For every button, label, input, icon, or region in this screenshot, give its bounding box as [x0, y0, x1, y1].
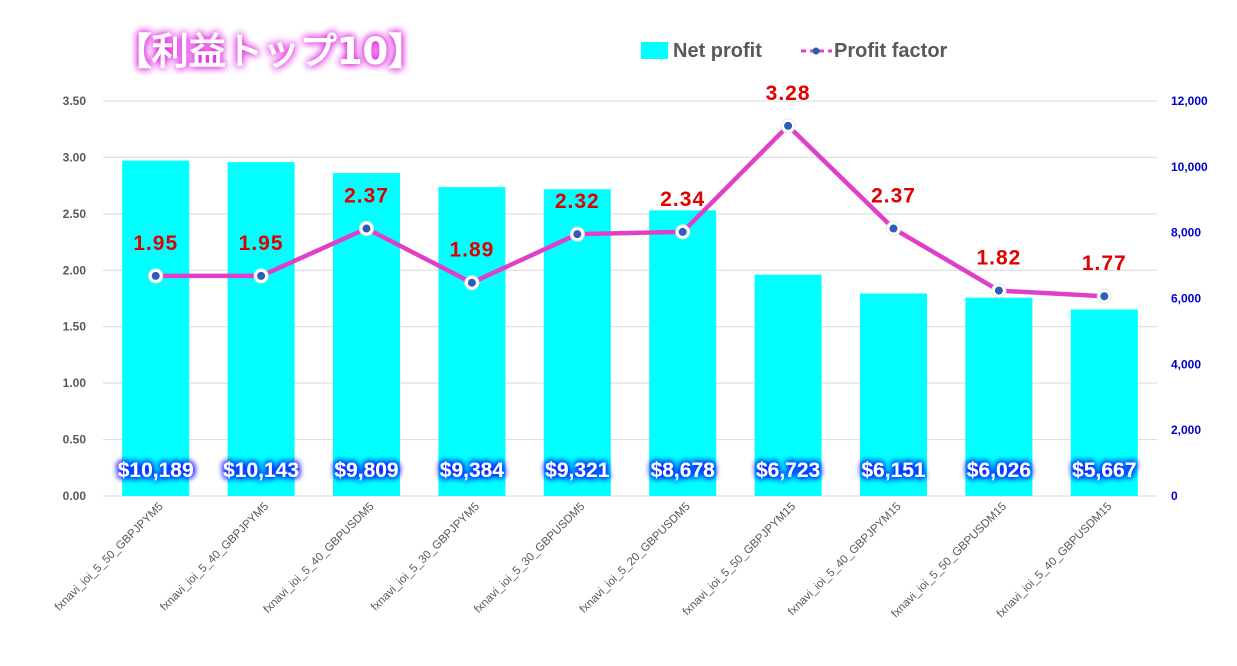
net-profit-label: $9,321 [545, 459, 610, 482]
net-profit-bar [754, 274, 822, 496]
profit-factor-label: 1.89 [449, 239, 494, 262]
left-axis-tick-labels: 0.00 0.50 1.00 1.50 2.00 2.50 3.00 3.50 [63, 94, 87, 503]
profit-factor-marker [569, 226, 585, 242]
net-profit-bar [122, 160, 190, 497]
legend-marker-profit-factor [812, 47, 820, 55]
profit-factor-label: 1.95 [133, 232, 178, 255]
legend: Net profit Profit factor [641, 40, 948, 62]
profit-factor-marker [1096, 288, 1112, 304]
profit-factor-marker [991, 283, 1007, 299]
category-label: fxnavi_ioi_5_40_GBPUSDM15 [995, 501, 1115, 621]
legend-swatch-net-profit [641, 42, 668, 59]
net-profit-label: $6,026 [967, 459, 1031, 482]
net-profit-label: $10,189 [118, 459, 194, 482]
category-label: fxnavi_ioi_5_40_GBPJPYM5 [158, 501, 271, 614]
left-tick-label: 2.50 [63, 207, 87, 221]
marker-dot [889, 224, 898, 233]
marker-dot [257, 271, 266, 280]
net-profit-bar [860, 293, 927, 496]
net-profit-label: $6,723 [756, 459, 820, 482]
net-profit-label: $5,667 [1072, 459, 1136, 482]
profit-factor-label: 2.32 [555, 190, 600, 213]
profit-factor-polyline [155, 123, 1105, 299]
net-profit-bar [438, 187, 506, 497]
category-label: fxnavi_ioi_5_40_GBPUSDM5 [261, 501, 376, 616]
profit-factor-label: 1.95 [239, 232, 284, 255]
profit-factor-label: 2.37 [871, 185, 916, 208]
category-label: fxnavi_ioi_5_20_GBPUSDM5 [578, 501, 693, 616]
profit-factor-marker [253, 268, 269, 284]
category-label: fxnavi_ioi_5_40_GBPJPYM15 [786, 501, 903, 618]
marker-dot [151, 271, 160, 280]
category-tick-labels: fxnavi_ioi_5_50_GBPJPYM5fxnavi_ioi_5_40_… [53, 501, 1115, 621]
profit-factor-marker [464, 275, 480, 291]
profit-factor-markers [148, 118, 1112, 304]
profit-factor-marker [148, 268, 164, 284]
marker-dot [994, 286, 1003, 295]
net-profit-label: $9,384 [440, 459, 505, 482]
profit-factor-label: 3.28 [766, 82, 811, 105]
left-tick-label: 3.00 [63, 150, 87, 164]
left-tick-label: 0.00 [63, 489, 87, 503]
right-axis-tick-labels: 0 2,000 4,000 6,000 8,000 10,000 12,000 [1171, 94, 1208, 503]
profit-factor-line [155, 123, 1105, 299]
net-profit-bar [965, 297, 1033, 496]
left-tick-label: 0.50 [63, 433, 87, 447]
profit-factor-label: 2.37 [344, 185, 389, 208]
right-tick-label: 2,000 [1171, 423, 1201, 437]
net-profit-bar [1070, 309, 1138, 496]
profit-factor-label: 2.34 [660, 188, 705, 211]
net-profit-label: $6,151 [861, 459, 926, 482]
profit-factor-marker [359, 221, 374, 237]
legend-label-profit-factor: Profit factor [834, 40, 948, 62]
profit-factor-label: 1.82 [976, 247, 1021, 270]
net-profit-label: $10,143 [223, 459, 299, 482]
net-profit-bars [122, 160, 1138, 497]
left-tick-label: 2.00 [63, 263, 87, 277]
right-tick-label: 4,000 [1171, 357, 1201, 371]
category-label: fxnavi_ioi_5_50_GBPJPYM5 [53, 501, 166, 614]
profit-factor-data-labels: 1.95 1.95 2.37 1.89 2.32 2.34 3.28 2.37 1.82 1.77 [133, 82, 1127, 275]
category-label: fxnavi_ioi_5_30_GBPUSDM5 [472, 501, 587, 616]
net-profit-data-labels: $10,189 $10,143 $9,809 $9,384 $9,321 $8,678 $6… [118, 459, 1137, 482]
marker-dot [1100, 292, 1109, 301]
category-label: fxnavi_ioi_5_50_GBPJPYM15 [681, 501, 798, 618]
marker-dot [467, 278, 476, 287]
marker-dot [362, 224, 371, 233]
category-label: fxnavi_ioi_5_30_GBPJPYM5 [369, 501, 482, 614]
left-tick-label: 1.50 [63, 320, 87, 334]
left-tick-label: 3.50 [63, 94, 87, 108]
net-profit-bar [649, 210, 717, 496]
right-tick-label: 12,000 [1171, 94, 1208, 108]
marker-dot [573, 230, 582, 239]
chart-title: 【利益トップ10】 [115, 30, 426, 73]
net-profit-label: $8,678 [651, 459, 716, 482]
net-profit-bar [227, 162, 295, 496]
profit-factor-marker [886, 221, 901, 237]
profit-factor-label: 1.77 [1082, 252, 1127, 275]
right-tick-label: 8,000 [1171, 226, 1201, 240]
right-tick-label: 0 [1171, 489, 1178, 503]
left-tick-label: 1.00 [63, 376, 87, 390]
legend-label-net-profit: Net profit [673, 40, 762, 62]
profit-factor-marker [675, 224, 691, 240]
net-profit-label: $9,809 [334, 459, 398, 482]
right-tick-label: 6,000 [1171, 292, 1201, 306]
right-tick-label: 10,000 [1171, 160, 1208, 174]
profit-factor-marker [780, 118, 796, 134]
category-label: fxnavi_ioi_5_50_GBPUSDM15 [889, 501, 1009, 621]
marker-dot [784, 121, 793, 130]
marker-dot [678, 227, 687, 236]
